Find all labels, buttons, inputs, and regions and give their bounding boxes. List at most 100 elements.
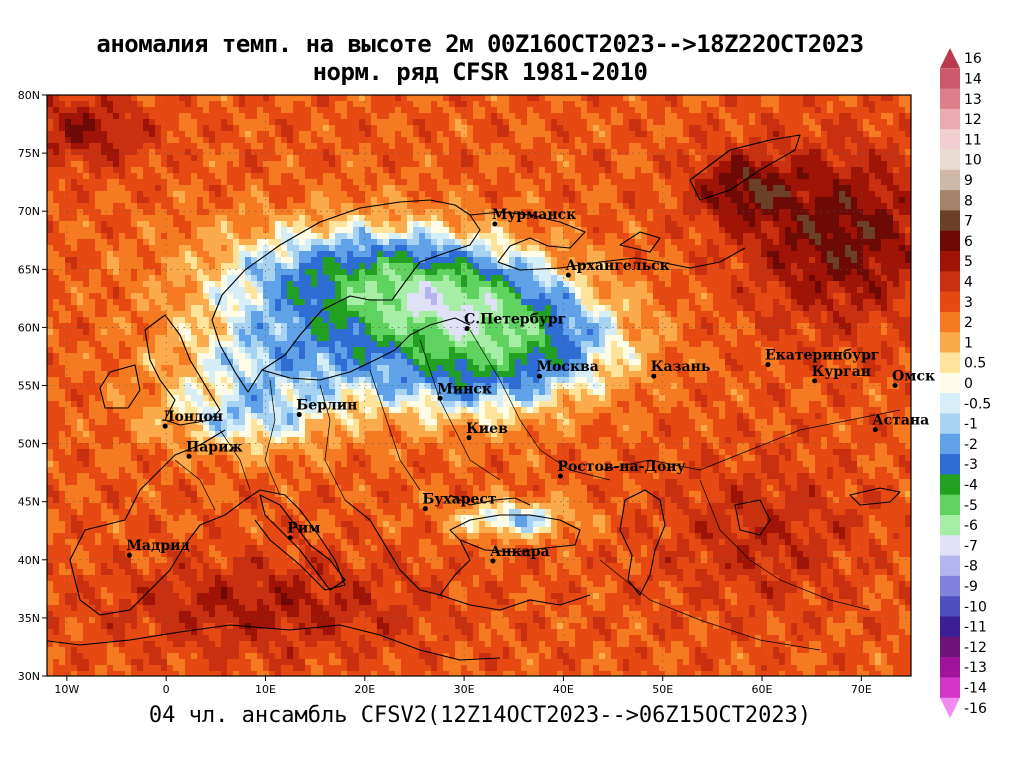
city-dot [437,395,443,401]
colorbar-swatch [940,352,960,374]
y-tick-label: 60N [18,321,40,334]
city-label: Архангельск [565,258,669,274]
city-dot [892,383,898,388]
colorbar-swatch [940,108,960,130]
city-label: Курган [812,364,871,380]
colorbar-label: 7 [964,214,973,230]
city-dot [565,272,571,278]
city-dot [492,221,498,227]
x-tick-label: 10W [54,683,79,696]
colorbar-label: -3 [964,457,978,473]
colorbar-bottom-arrow [940,697,960,718]
coastlines [47,134,901,661]
colorbar-swatch [940,454,960,475]
city-markers: Мурманск Архангельск С.Петербург Москва Каза… [126,207,935,564]
colorbar-swatch [940,190,960,211]
colorbar-label: -4 [964,478,978,494]
city-label: Мадрид [126,538,189,554]
colorbar-label: -10 [964,599,987,615]
city-label: Астана [872,413,929,429]
colorbar-swatch [940,68,960,89]
city-label: Ростов-на-Дону [557,459,685,475]
colorbar-swatch [940,413,960,435]
colorbar-swatch [940,636,960,658]
colorbar-swatch [940,575,960,597]
colorbar-label: 0.5 [964,356,986,372]
colorbar-swatch [940,88,960,110]
x-tick-label: 70E [851,683,872,696]
x-tick-label: 0 [163,683,170,696]
city-dot [490,558,496,564]
x-tick-label: 60E [752,683,773,696]
colorbar-label: 8 [964,193,973,209]
colorbar-label: -16 [964,701,987,717]
colorbar-swatch [940,129,960,150]
colorbar-label: 12 [964,112,982,128]
city-label: Казань [651,359,711,375]
colorbar-swatch [940,372,960,394]
colorbar-label: -6 [964,518,978,534]
colorbar-label: 14 [964,71,982,87]
colorbar-swatch [940,332,960,353]
city-dot [872,427,878,433]
y-tick-label: 65N [18,263,40,276]
colorbar-label: 16 [964,51,982,67]
colorbar-swatch [940,474,960,495]
colorbar-label: 1 [964,335,973,351]
colorbar-swatch [940,596,960,617]
colorbar-label: 10 [964,153,982,169]
colorbar-label: 0 [964,376,973,392]
colorbar-swatch [940,535,960,556]
city-dot [466,435,472,441]
colorbar-swatch [940,251,960,272]
colorbar-swatch [940,291,960,313]
city-label: Омск [892,369,935,385]
colorbar-label: -1 [964,417,978,433]
city-label: Берлин [296,398,357,414]
colorbar-label: 5 [964,254,973,270]
colorbar-swatch [940,149,960,171]
colorbar-swatch [940,311,960,333]
city-dot [422,506,428,512]
chart-title: аномалия темп. на высоте 2м 00Z16OCT2023… [96,30,864,58]
colorbar-swatch [940,514,960,536]
y-tick-label: 75N [18,147,40,160]
city-label: Париж [186,439,243,455]
colorbar-swatch [940,230,960,252]
colorbar-label: 9 [964,173,973,189]
city-label: Москва [537,359,599,375]
colorbar-swatch [940,433,960,455]
x-tick-label: 10E [255,683,276,696]
colorbar-label: -9 [964,579,978,595]
y-tick-label: 55N [18,380,40,393]
city-label: Екатеринбург [765,348,880,364]
colorbar-swatch [940,616,960,638]
colorbar-swatch [940,494,960,516]
city-dot [464,326,470,332]
city-dot [537,373,543,379]
ensemble-caption: 04 чл. ансамбль CFSV2(12Z14OCT2023-->06Z… [148,703,812,728]
x-tick-label: 50E [652,683,673,696]
y-tick-label: 50N [18,438,40,451]
colorbar-label: -0.5 [964,396,991,412]
colorbar-label: 3 [964,295,973,311]
colorbar-label: -14 [964,681,987,697]
city-label: Анкара [490,544,550,560]
map-axes: 10W 0 10E 20E 30E 40E 50E 60E 70E 80N 75N 70N 65N 60N… [18,89,872,696]
city-label: Минск [437,381,492,397]
colorbar-swatch [940,393,960,414]
colorbar-label: -2 [964,437,978,453]
city-label: Рим [287,521,320,537]
y-tick-label: 70N [18,205,40,218]
anomaly-field [47,95,911,676]
colorbar-top-arrow [940,48,960,69]
colorbar-swatch [940,555,960,577]
y-tick-label: 45N [18,496,40,509]
colorbar-swatch [940,677,960,698]
colorbar-swatch [940,657,960,678]
y-tick-label: 80N [18,89,40,102]
city-dot [296,412,302,418]
colorbar-label: -5 [964,498,978,514]
colorbar-label: -8 [964,559,978,575]
